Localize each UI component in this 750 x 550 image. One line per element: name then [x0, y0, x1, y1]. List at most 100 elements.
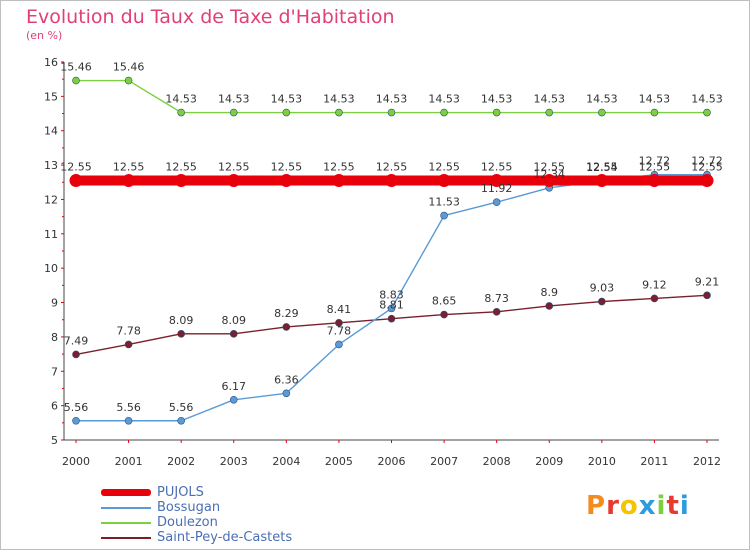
y-tick-label: 7 [51, 365, 58, 378]
data-label-pujols: 12.55 [165, 161, 197, 174]
data-label-bossugan: 7.78 [327, 324, 352, 337]
data-label-saint-pey-de-castets: 8.81 [379, 299, 404, 312]
data-label-pujols: 12.55 [428, 161, 460, 174]
data-label-bossugan: 12.34 [534, 168, 566, 181]
data-point-pujols [490, 174, 504, 188]
axes: 5 6 7 8 9 10 11 12 13 14 15 16 2000 2001 2002 2003 2004 2… [44, 56, 721, 468]
data-label-bossugan: 6.17 [222, 380, 247, 393]
data-point-saint-pey-de-castets [124, 340, 133, 349]
data-point-pujols [122, 174, 136, 188]
data-point-doulezon [72, 76, 80, 85]
data-point-pujols [227, 174, 241, 188]
legend-label: PUJOLS [157, 485, 204, 500]
y-tick-label: 6 [51, 400, 58, 413]
data-label-pujols: 12.55 [691, 161, 723, 174]
data-point-bossugan [177, 416, 185, 425]
y-tick-label: 9 [51, 297, 58, 310]
y-tick-label: 15 [44, 90, 58, 103]
data-point-doulezon [387, 108, 396, 117]
data-point-doulezon [598, 108, 606, 117]
data-point-saint-pey-de-castets [492, 308, 501, 316]
data-point-saint-pey-de-castets [335, 319, 343, 327]
data-label-saint-pey-de-castets: 9.21 [695, 275, 720, 288]
logo-letter: o [619, 491, 639, 521]
data-label-saint-pey-de-castets: 7.78 [116, 324, 141, 337]
data-label-doulezon: 14.53 [534, 93, 566, 106]
logo-letter: r [606, 491, 620, 521]
data-label-bossugan: 5.56 [169, 401, 194, 414]
data-label-doulezon: 14.53 [481, 93, 513, 106]
legend-swatch [101, 536, 151, 539]
data-label-pujols: 12.55 [534, 161, 566, 174]
series-layer [69, 76, 714, 425]
y-tick-label: 5 [51, 434, 58, 447]
data-point-pujols [332, 174, 346, 188]
legend-item-bossugan: Bossugan [101, 500, 292, 515]
legend-swatch [101, 506, 151, 509]
data-point-saint-pey-de-castets [282, 323, 291, 331]
legend-item-doulezon: Doulezon [101, 515, 292, 530]
y-tick-label: 13 [44, 159, 58, 172]
data-point-saint-pey-de-castets [387, 314, 396, 323]
data-label-pujols: 12.55 [271, 161, 303, 174]
data-label-saint-pey-de-castets: 9.03 [590, 282, 615, 295]
y-tick-label: 16 [44, 56, 58, 69]
legend-item-pujols: PUJOLS [101, 485, 292, 500]
data-point-doulezon [440, 108, 448, 117]
data-label-saint-pey-de-castets: 8.73 [484, 292, 509, 305]
data-point-doulezon [282, 108, 291, 117]
data-label-pujols: 12.55 [323, 161, 355, 174]
data-point-saint-pey-de-castets [440, 310, 448, 319]
data-label-doulezon: 14.53 [639, 93, 671, 106]
chart-title: Evolution du Taux de Taxe d'Habitation [26, 6, 395, 28]
x-tick-label: 2001 [115, 455, 143, 468]
logo-letter: i [656, 491, 667, 521]
data-label-bossugan: 8.83 [379, 288, 404, 301]
logo-letter: P [586, 491, 607, 521]
data-point-saint-pey-de-castets [72, 350, 80, 359]
data-point-pujols [279, 174, 293, 188]
data-point-doulezon [703, 108, 711, 117]
data-label-doulezon: 14.53 [165, 93, 197, 106]
data-label-doulezon: 14.53 [376, 93, 408, 106]
data-point-saint-pey-de-castets [703, 291, 711, 300]
y-tick-label: 8 [51, 331, 58, 344]
data-point-pujols [69, 174, 83, 188]
y-tick-label: 11 [44, 228, 58, 241]
data-point-bossugan [440, 211, 448, 220]
data-label-doulezon: 14.53 [323, 93, 355, 106]
data-point-saint-pey-de-castets [545, 302, 554, 310]
proxiti-logo: Proxiti [586, 491, 690, 521]
y-tick-label: 12 [44, 193, 58, 206]
legend-swatch [101, 489, 151, 496]
data-point-bossugan [492, 198, 501, 207]
data-label-bossugan: 5.56 [116, 401, 141, 414]
data-point-pujols [542, 174, 556, 188]
x-tick-label: 2003 [220, 455, 248, 468]
data-label-saint-pey-de-castets: 8.41 [327, 303, 352, 316]
y-tick-label: 14 [44, 125, 58, 138]
data-label-saint-pey-de-castets: 8.65 [432, 295, 457, 308]
data-label-doulezon: 14.53 [218, 93, 250, 106]
x-tick-label: 2000 [62, 455, 90, 468]
data-labels: 12.55 12.55 12.55 12.55 12.55 12.55 12.55 12.55… [60, 61, 723, 414]
data-point-pujols [437, 174, 451, 188]
data-label-bossugan: 11.53 [428, 196, 460, 209]
data-point-doulezon [177, 108, 185, 117]
data-point-pujols [595, 174, 609, 188]
data-label-bossugan: 12.72 [639, 155, 671, 168]
data-point-pujols [174, 174, 188, 188]
data-point-bossugan [282, 389, 291, 398]
data-label-saint-pey-de-castets: 8.29 [274, 307, 299, 320]
y-tick-label: 10 [44, 262, 58, 275]
data-point-bossugan [229, 395, 238, 404]
data-label-bossugan: 12.72 [691, 155, 723, 168]
legend: PUJOLS Bossugan Doulezon Saint-Pey-de-Ca… [101, 485, 292, 545]
data-label-doulezon: 14.53 [428, 93, 460, 106]
data-label-bossugan: 5.56 [64, 401, 89, 414]
data-label-doulezon: 15.46 [60, 61, 92, 74]
data-label-saint-pey-de-castets: 7.49 [64, 334, 89, 347]
data-label-pujols: 12.55 [376, 161, 408, 174]
data-label-doulezon: 14.53 [691, 93, 723, 106]
